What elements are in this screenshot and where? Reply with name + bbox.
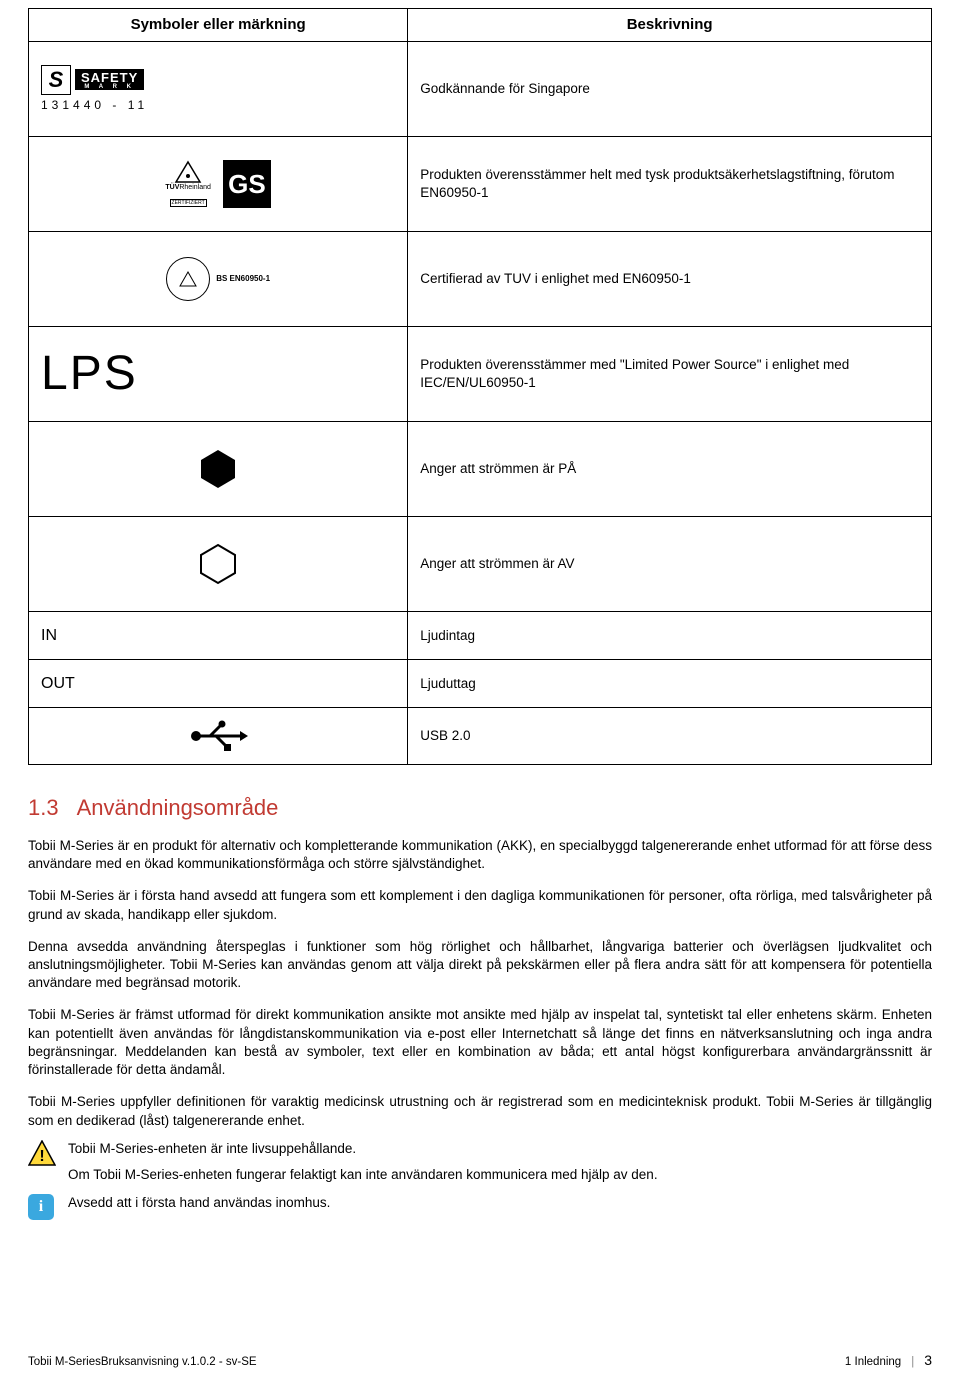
info-text: Avsedd att i första hand användas inomhu…	[68, 1194, 932, 1212]
para-3: Denna avsedda användning återspeglas i f…	[28, 938, 932, 993]
table-row: OUT Ljuduttag	[29, 660, 932, 708]
section-title: Användningsområde	[77, 795, 279, 820]
para-2: Tobii M-Series är i första hand avsedd a…	[28, 887, 932, 923]
warning-icon: !	[28, 1140, 56, 1171]
desc-cell: Godkännande för Singapore	[408, 42, 932, 137]
warning-line2: Om Tobii M-Series-enheten fungerar felak…	[68, 1166, 932, 1184]
desc-cell: Ljudintag	[408, 612, 932, 660]
symbol-cell: BS EN60950-1	[29, 232, 408, 327]
section-heading: 1.3 Användningsområde	[28, 793, 932, 823]
desc-cell: Certifierad av TUV i enlighet med EN6095…	[408, 232, 932, 327]
footer-page: 3	[924, 1351, 932, 1370]
section-number: 1.3	[28, 795, 59, 820]
symbol-cell: IN	[29, 612, 408, 660]
desc-cell: Ljuduttag	[408, 660, 932, 708]
symbol-cell: LPS	[29, 327, 408, 422]
info-icon: i	[28, 1194, 56, 1220]
table-row: LPS Produkten överensstämmer med "Limite…	[29, 327, 932, 422]
desc-cell: Produkten överensstämmer med "Limited Po…	[408, 327, 932, 422]
desc-cell: Anger att strömmen är AV	[408, 517, 932, 612]
footer-chapter: 1 Inledning	[845, 1355, 901, 1371]
table-row: TÜVRheinland ZERTIFIZIERT GS Produkten ö…	[29, 137, 932, 232]
info-note: i Avsedd att i första hand användas inom…	[28, 1194, 932, 1220]
desc-cell: USB 2.0	[408, 708, 932, 765]
table-row: S SAFETYM A R K 131440 - 11 Godkännande …	[29, 42, 932, 137]
symbol-cell: TÜVRheinland ZERTIFIZIERT GS	[29, 137, 408, 232]
symbols-table: Symboler eller märkning Beskrivning S SA…	[28, 8, 932, 765]
warning-note: ! Tobii M-Series-enheten är inte livsupp…	[28, 1140, 932, 1184]
symbol-cell: S SAFETYM A R K 131440 - 11	[29, 42, 408, 137]
symbol-cell	[29, 422, 408, 517]
footer-divider: |	[911, 1355, 914, 1371]
symbol-cell	[29, 708, 408, 765]
table-row: IN Ljudintag	[29, 612, 932, 660]
svg-text:!: !	[39, 1148, 44, 1165]
desc-cell: Produkten överensstämmer helt med tysk p…	[408, 137, 932, 232]
desc-cell: Anger att strömmen är PÅ	[408, 422, 932, 517]
symbol-cell	[29, 517, 408, 612]
para-4: Tobii M-Series är främst utformad för di…	[28, 1006, 932, 1079]
table-row: Anger att strömmen är AV	[29, 517, 932, 612]
header-desc: Beskrivning	[408, 9, 932, 42]
table-row: USB 2.0	[29, 708, 932, 765]
footer-left: Tobii M-SeriesBruksanvisning v.1.0.2 - s…	[28, 1355, 257, 1371]
header-symbol: Symboler eller märkning	[29, 9, 408, 42]
table-row: BS EN60950-1 Certifierad av TUV i enligh…	[29, 232, 932, 327]
page-footer: Tobii M-SeriesBruksanvisning v.1.0.2 - s…	[28, 1351, 932, 1371]
table-row: Anger att strömmen är PÅ	[29, 422, 932, 517]
warning-line1: Tobii M-Series-enheten är inte livsuppeh…	[68, 1140, 932, 1158]
para-1: Tobii M-Series är en produkt för alterna…	[28, 837, 932, 873]
para-5: Tobii M-Series uppfyller definitionen fö…	[28, 1093, 932, 1129]
symbol-cell: OUT	[29, 660, 408, 708]
